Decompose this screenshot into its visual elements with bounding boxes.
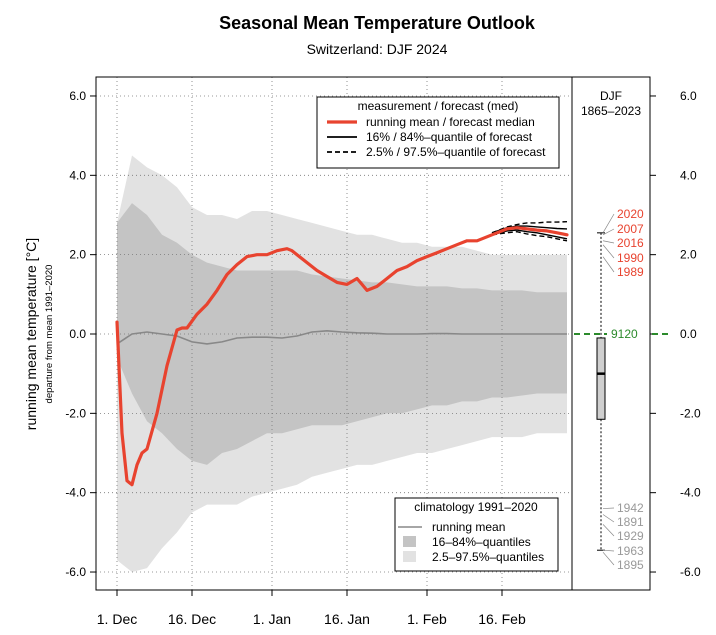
y-tick-label-left: -4.0 — [65, 486, 86, 500]
legend-climatology-swatch — [403, 536, 416, 547]
cold-year-leader — [602, 551, 615, 566]
legend-forecast-label: 16% / 84%–quantile of forecast — [366, 130, 533, 144]
legends: measurement / forecast (med) running mean… — [316, 96, 560, 572]
cold-year-label: 1895 — [617, 558, 644, 572]
running-mean-forecast-median-line — [115, 226, 569, 487]
y-tick-label-left: 0.0 — [69, 327, 86, 341]
x-tick-label: 16. Dec — [168, 611, 216, 627]
y-axis-label: running mean temperature [°C] — [23, 238, 39, 430]
forecast-q97-5-line — [491, 221, 568, 234]
current-value-label: 9120 — [611, 327, 638, 341]
y-tick-label-right: -2.0 — [680, 406, 701, 420]
legend-climatology-label: 2.5–97.5%–quantiles — [432, 550, 544, 564]
y-tick-label-right: -4.0 — [680, 486, 701, 500]
cold-year-leader — [602, 507, 615, 509]
legend-forecast-box — [316, 96, 560, 169]
warm-year-leader — [602, 240, 615, 244]
warm-year-label: 2020 — [617, 207, 644, 221]
warm-year-leader — [602, 213, 615, 234]
y-tick-label-left: 4.0 — [69, 168, 86, 182]
cold-year-leader — [602, 514, 615, 523]
legend-climatology-swatch — [403, 551, 416, 562]
warm-year-leader — [602, 256, 615, 273]
warm-year-label: 2016 — [617, 236, 644, 250]
y-axis-sublabel: departure from mean 1991–2020 — [44, 265, 55, 404]
climatology-mean-line — [116, 329, 567, 345]
climatology-band-16-84 — [117, 203, 567, 465]
forecast-q2-5-line — [491, 230, 568, 242]
legend-climatology-title: climatology 1991–2020 — [414, 500, 538, 514]
chart-subtitle: Switzerland: DJF 2024 — [307, 41, 448, 57]
warm-year-label: 1989 — [617, 265, 644, 279]
chart-title: Seasonal Mean Temperature Outlook — [219, 13, 536, 33]
side-panel-period: 1865–2023 — [581, 104, 641, 118]
x-tick-label: 1. Dec — [97, 611, 137, 627]
cold-year-label: 1963 — [617, 544, 644, 558]
cold-year-label: 1942 — [617, 501, 644, 515]
x-tick-label: 16. Feb — [478, 611, 526, 627]
cold-year-label: 1891 — [617, 515, 644, 529]
warm-year-leader — [602, 228, 615, 236]
legend-forecast-label: running mean / forecast median — [366, 115, 535, 129]
legend-forecast-title: measurement / forecast (med) — [358, 99, 519, 113]
legend-climatology-label: running mean — [432, 520, 505, 534]
x-tick-label: 16. Jan — [324, 611, 370, 627]
y-tick-label-right: 4.0 — [680, 168, 697, 182]
y-tick-label-right: 2.0 — [680, 248, 697, 262]
cold-year-label: 1929 — [617, 529, 644, 543]
y-tick-label-left: -6.0 — [65, 565, 86, 579]
warm-year-label: 1990 — [617, 251, 644, 265]
legend-climatology-box — [394, 497, 559, 572]
cold-year-leader — [602, 524, 615, 537]
series-lines — [115, 221, 569, 487]
y-tick-label-left: 6.0 — [69, 89, 86, 103]
legend-forecast-label: 2.5% / 97.5%–quantile of forecast — [366, 145, 546, 159]
legend-climatology-label: 16–84%–quantiles — [432, 535, 531, 549]
x-tick-label: 1. Feb — [407, 611, 447, 627]
y-tick-label-right: 0.0 — [680, 327, 697, 341]
warm-year-label: 2007 — [617, 222, 644, 236]
y-tick-label-left: 2.0 — [69, 248, 86, 262]
climate-boxplot — [596, 337, 606, 420]
x-tick-label: 1. Jan — [253, 611, 291, 627]
side-panel-title: DJF — [600, 89, 622, 103]
cold-year-leader — [602, 549, 615, 552]
climatology-bands — [117, 155, 567, 572]
y-tick-label-right: -6.0 — [680, 565, 701, 579]
axes: -6.0 -6.0 -4.0 -4.0 -2.0 -2.0 0.0 0.0 2.0 2.0 4.0 4… — [23, 76, 701, 627]
warm-year-leader — [602, 244, 615, 259]
y-tick-label-right: 6.0 — [680, 89, 697, 103]
y-tick-label-left: -2.0 — [65, 406, 86, 420]
forecast-q16-line — [491, 229, 568, 240]
